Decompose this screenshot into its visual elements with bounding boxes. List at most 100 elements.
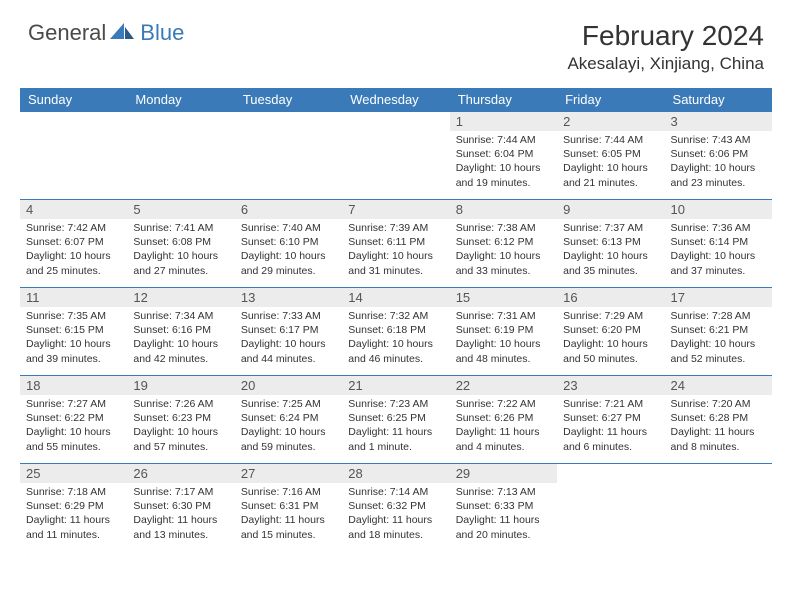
sunrise-text: Sunrise: 7:41 AM xyxy=(133,221,228,235)
day-number: 1 xyxy=(450,112,557,131)
day-content: Sunrise: 7:22 AMSunset: 6:26 PMDaylight:… xyxy=(450,395,557,456)
sunrise-text: Sunrise: 7:17 AM xyxy=(133,485,228,499)
day-number: 16 xyxy=(557,288,664,307)
day-number: 14 xyxy=(342,288,449,307)
calendar-day: 13Sunrise: 7:33 AMSunset: 6:17 PMDayligh… xyxy=(235,288,342,376)
daylight-text: Daylight: 10 hours and 21 minutes. xyxy=(563,161,658,189)
day-number: 7 xyxy=(342,200,449,219)
calendar-day: 29Sunrise: 7:13 AMSunset: 6:33 PMDayligh… xyxy=(450,464,557,552)
sunrise-text: Sunrise: 7:23 AM xyxy=(348,397,443,411)
day-number: 17 xyxy=(665,288,772,307)
sunset-text: Sunset: 6:24 PM xyxy=(241,411,336,425)
day-content: Sunrise: 7:33 AMSunset: 6:17 PMDaylight:… xyxy=(235,307,342,368)
day-number: 26 xyxy=(127,464,234,483)
day-number: 19 xyxy=(127,376,234,395)
calendar-day: 15Sunrise: 7:31 AMSunset: 6:19 PMDayligh… xyxy=(450,288,557,376)
calendar-day: 23Sunrise: 7:21 AMSunset: 6:27 PMDayligh… xyxy=(557,376,664,464)
day-number: 13 xyxy=(235,288,342,307)
sunrise-text: Sunrise: 7:36 AM xyxy=(671,221,766,235)
sunset-text: Sunset: 6:07 PM xyxy=(26,235,121,249)
sunset-text: Sunset: 6:25 PM xyxy=(348,411,443,425)
calendar-day: 12Sunrise: 7:34 AMSunset: 6:16 PMDayligh… xyxy=(127,288,234,376)
daylight-text: Daylight: 10 hours and 37 minutes. xyxy=(671,249,766,277)
sunrise-text: Sunrise: 7:39 AM xyxy=(348,221,443,235)
day-number: 22 xyxy=(450,376,557,395)
day-content: Sunrise: 7:43 AMSunset: 6:06 PMDaylight:… xyxy=(665,131,772,192)
calendar-day: 17Sunrise: 7:28 AMSunset: 6:21 PMDayligh… xyxy=(665,288,772,376)
sunrise-text: Sunrise: 7:32 AM xyxy=(348,309,443,323)
calendar-day: 21Sunrise: 7:23 AMSunset: 6:25 PMDayligh… xyxy=(342,376,449,464)
sunset-text: Sunset: 6:14 PM xyxy=(671,235,766,249)
calendar-day: 22Sunrise: 7:22 AMSunset: 6:26 PMDayligh… xyxy=(450,376,557,464)
sunrise-text: Sunrise: 7:43 AM xyxy=(671,133,766,147)
day-content: Sunrise: 7:37 AMSunset: 6:13 PMDaylight:… xyxy=(557,219,664,280)
calendar-day: 19Sunrise: 7:26 AMSunset: 6:23 PMDayligh… xyxy=(127,376,234,464)
daylight-text: Daylight: 10 hours and 57 minutes. xyxy=(133,425,228,453)
sunset-text: Sunset: 6:04 PM xyxy=(456,147,551,161)
calendar-day: 5Sunrise: 7:41 AMSunset: 6:08 PMDaylight… xyxy=(127,200,234,288)
sunset-text: Sunset: 6:06 PM xyxy=(671,147,766,161)
sunrise-text: Sunrise: 7:33 AM xyxy=(241,309,336,323)
day-number: 23 xyxy=(557,376,664,395)
calendar-day: 28Sunrise: 7:14 AMSunset: 6:32 PMDayligh… xyxy=(342,464,449,552)
logo-sail-icon xyxy=(110,21,136,46)
sunrise-text: Sunrise: 7:25 AM xyxy=(241,397,336,411)
day-content: Sunrise: 7:25 AMSunset: 6:24 PMDaylight:… xyxy=(235,395,342,456)
daylight-text: Daylight: 10 hours and 59 minutes. xyxy=(241,425,336,453)
day-content: Sunrise: 7:36 AMSunset: 6:14 PMDaylight:… xyxy=(665,219,772,280)
day-content: Sunrise: 7:23 AMSunset: 6:25 PMDaylight:… xyxy=(342,395,449,456)
daylight-text: Daylight: 10 hours and 48 minutes. xyxy=(456,337,551,365)
calendar-day: 11Sunrise: 7:35 AMSunset: 6:15 PMDayligh… xyxy=(20,288,127,376)
daylight-text: Daylight: 10 hours and 46 minutes. xyxy=(348,337,443,365)
sunset-text: Sunset: 6:11 PM xyxy=(348,235,443,249)
day-number: 18 xyxy=(20,376,127,395)
weekday-header: Monday xyxy=(127,88,234,112)
sunset-text: Sunset: 6:23 PM xyxy=(133,411,228,425)
sunrise-text: Sunrise: 7:14 AM xyxy=(348,485,443,499)
calendar-day: 7Sunrise: 7:39 AMSunset: 6:11 PMDaylight… xyxy=(342,200,449,288)
sunrise-text: Sunrise: 7:28 AM xyxy=(671,309,766,323)
day-number: 21 xyxy=(342,376,449,395)
sunset-text: Sunset: 6:05 PM xyxy=(563,147,658,161)
sunset-text: Sunset: 6:18 PM xyxy=(348,323,443,337)
day-number: 28 xyxy=(342,464,449,483)
day-content: Sunrise: 7:32 AMSunset: 6:18 PMDaylight:… xyxy=(342,307,449,368)
daylight-text: Daylight: 10 hours and 23 minutes. xyxy=(671,161,766,189)
sunrise-text: Sunrise: 7:20 AM xyxy=(671,397,766,411)
sunset-text: Sunset: 6:21 PM xyxy=(671,323,766,337)
day-number: 9 xyxy=(557,200,664,219)
sunset-text: Sunset: 6:22 PM xyxy=(26,411,121,425)
sunset-text: Sunset: 6:26 PM xyxy=(456,411,551,425)
day-content: Sunrise: 7:35 AMSunset: 6:15 PMDaylight:… xyxy=(20,307,127,368)
daylight-text: Daylight: 10 hours and 39 minutes. xyxy=(26,337,121,365)
sunrise-text: Sunrise: 7:34 AM xyxy=(133,309,228,323)
day-content: Sunrise: 7:31 AMSunset: 6:19 PMDaylight:… xyxy=(450,307,557,368)
sunrise-text: Sunrise: 7:37 AM xyxy=(563,221,658,235)
sunset-text: Sunset: 6:13 PM xyxy=(563,235,658,249)
sunset-text: Sunset: 6:20 PM xyxy=(563,323,658,337)
sunset-text: Sunset: 6:33 PM xyxy=(456,499,551,513)
calendar-day: 1Sunrise: 7:44 AMSunset: 6:04 PMDaylight… xyxy=(450,112,557,200)
daylight-text: Daylight: 10 hours and 55 minutes. xyxy=(26,425,121,453)
day-number: 5 xyxy=(127,200,234,219)
day-content: Sunrise: 7:14 AMSunset: 6:32 PMDaylight:… xyxy=(342,483,449,544)
calendar-week: 11Sunrise: 7:35 AMSunset: 6:15 PMDayligh… xyxy=(20,288,772,376)
calendar-day xyxy=(20,112,127,200)
sunrise-text: Sunrise: 7:22 AM xyxy=(456,397,551,411)
daylight-text: Daylight: 11 hours and 6 minutes. xyxy=(563,425,658,453)
sunrise-text: Sunrise: 7:44 AM xyxy=(456,133,551,147)
day-content: Sunrise: 7:44 AMSunset: 6:04 PMDaylight:… xyxy=(450,131,557,192)
day-number: 29 xyxy=(450,464,557,483)
calendar-day: 3Sunrise: 7:43 AMSunset: 6:06 PMDaylight… xyxy=(665,112,772,200)
sunset-text: Sunset: 6:19 PM xyxy=(456,323,551,337)
daylight-text: Daylight: 11 hours and 18 minutes. xyxy=(348,513,443,541)
daylight-text: Daylight: 11 hours and 8 minutes. xyxy=(671,425,766,453)
daylight-text: Daylight: 10 hours and 33 minutes. xyxy=(456,249,551,277)
day-content: Sunrise: 7:28 AMSunset: 6:21 PMDaylight:… xyxy=(665,307,772,368)
weekday-header: Saturday xyxy=(665,88,772,112)
calendar-table: SundayMondayTuesdayWednesdayThursdayFrid… xyxy=(20,88,772,552)
daylight-text: Daylight: 10 hours and 52 minutes. xyxy=(671,337,766,365)
day-number: 4 xyxy=(20,200,127,219)
sunrise-text: Sunrise: 7:44 AM xyxy=(563,133,658,147)
calendar-day: 10Sunrise: 7:36 AMSunset: 6:14 PMDayligh… xyxy=(665,200,772,288)
